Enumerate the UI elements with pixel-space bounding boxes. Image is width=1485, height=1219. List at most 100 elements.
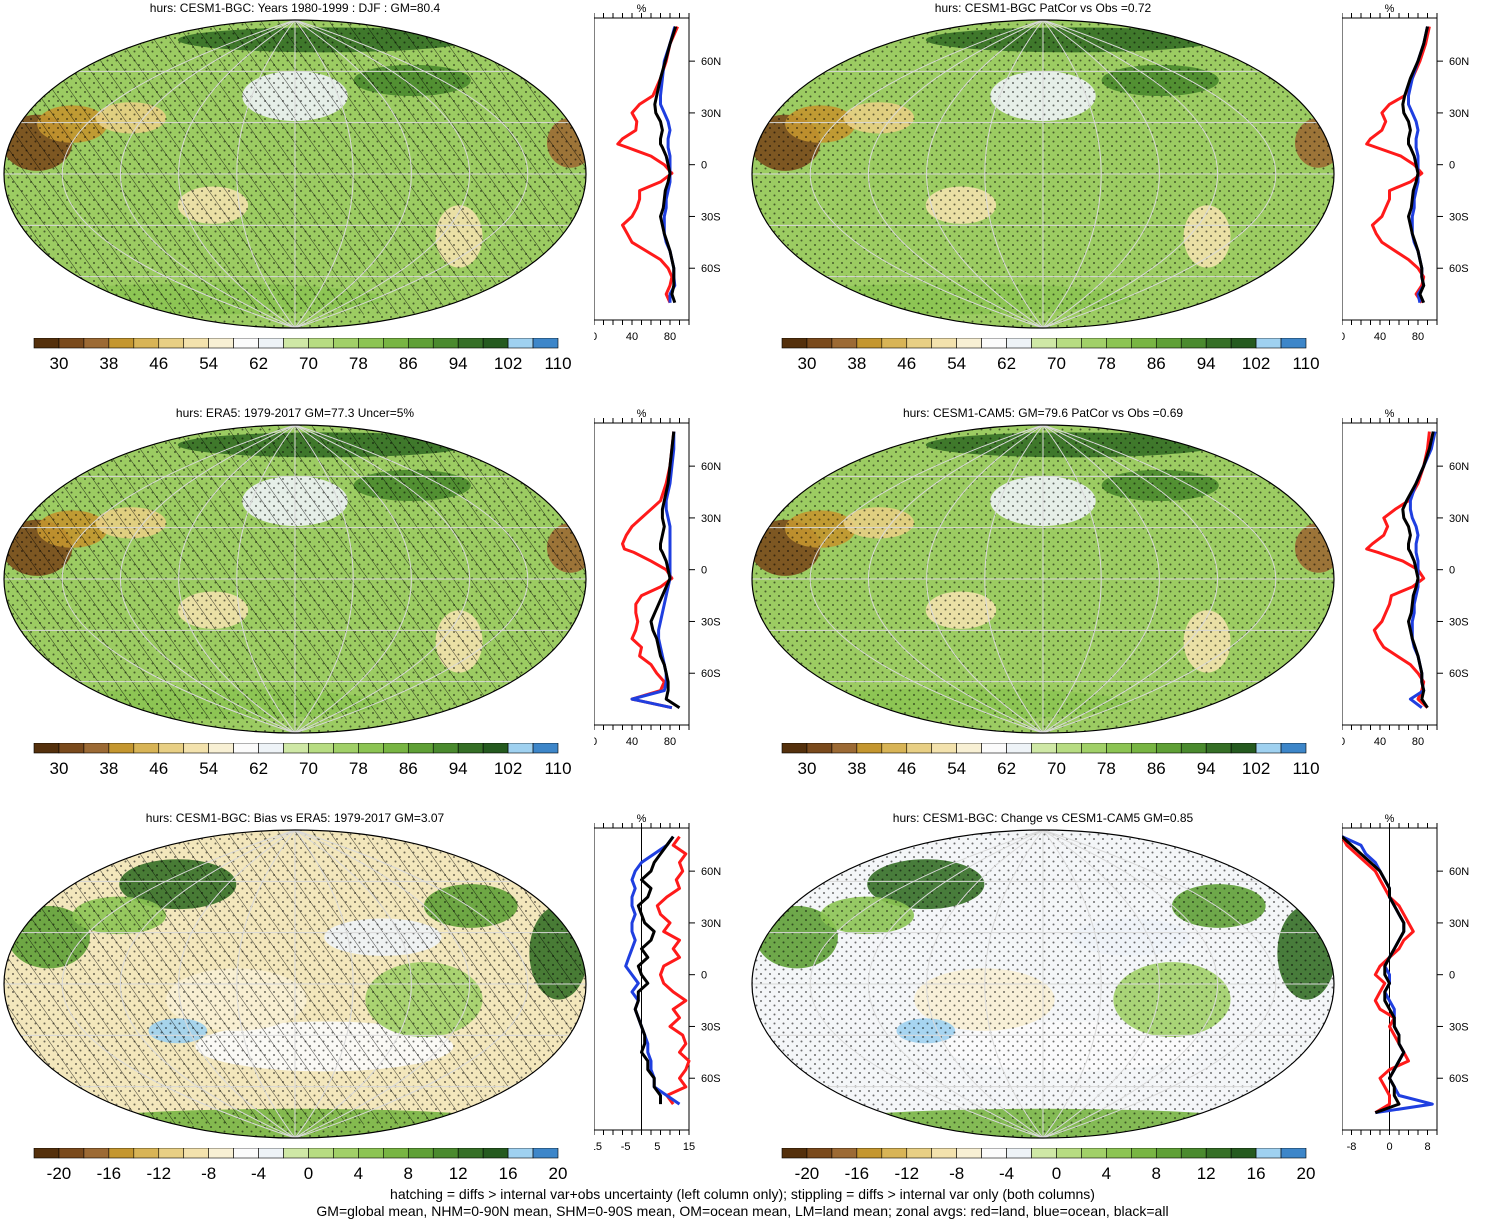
colorbar-box [432,1148,459,1159]
colorbar-label: 102 [494,354,522,373]
colorbar-box [108,1148,135,1159]
colorbar-box [906,338,933,349]
colorbar-label: 30 [49,759,68,778]
colorbar-label: 38 [847,759,866,778]
colorbar-box [981,1148,1007,1159]
colorbar-label: 46 [897,354,916,373]
colorbar-box [831,743,858,754]
colorbar-box [1131,338,1157,349]
colorbar-box [881,743,908,754]
colorbar: -20 -16 -12 -8 -4 0 4 8 12 16 20 [33,1148,567,1183]
zonal-profile-plot: % 0 40 80 60N 30N 0 30S 60S [594,3,721,340]
colorbar-box [831,1148,858,1159]
colorbar-box [258,743,284,754]
colorbar-box [58,1148,85,1159]
colorbar-box [407,1148,434,1159]
graticule [752,425,1334,733]
colorbar-box [333,1148,359,1159]
graticule [4,20,586,328]
map-border [3,829,587,1139]
colorbar-label: 86 [1147,354,1166,373]
colorbar-label: 38 [847,354,866,373]
profile-lat-tick: 0 [701,160,707,172]
colorbar: 30 38 46 54 62 70 78 86 94 102 110 [781,743,1320,778]
colorbar-label: -8 [949,1164,964,1183]
colorbar-box [981,338,1007,349]
colorbar-label: 8 [404,1164,413,1183]
map-border [751,19,1335,329]
colorbar-box [233,338,259,349]
profile-series-all [1401,431,1435,709]
colorbar-box [806,338,833,349]
colorbar-label: 46 [149,354,168,373]
colorbar-box [183,338,209,349]
profile-lat-tick: 30S [1449,616,1469,628]
colorbar-box [1056,743,1082,754]
colorbar-box [931,1148,957,1159]
colorbar-box [1006,338,1032,349]
colorbar-box [856,743,883,754]
colorbar-box [432,743,459,754]
colorbar-box [1031,338,1057,349]
colorbar-box [1155,743,1182,754]
profile-lat-tick: 60S [1449,263,1469,275]
map-title: hurs: CESM1-BGC PatCor vs Obs =0.72 [934,1,1152,15]
colorbar-box [407,338,434,349]
colorbar-box [233,1148,259,1159]
colorbar-label: 62 [997,759,1016,778]
profile-lat-tick: 0 [701,565,707,577]
map-plot [3,424,587,734]
profile-lat-tick: 60N [701,56,721,68]
map-title: hurs: CESM1-BGC: Bias vs ERA5: 1979-2017… [145,811,445,825]
colorbar-box [33,743,60,754]
map-plot [751,829,1335,1139]
colorbar: -20 -16 -12 -8 -4 0 4 8 12 16 20 [781,1148,1315,1183]
colorbar: 30 38 46 54 62 70 78 86 94 102 110 [781,338,1320,373]
colorbar-box [1230,338,1257,349]
colorbar-box [1205,338,1232,349]
profile-lat-tick: 30N [1449,513,1469,525]
colorbar-box [1205,743,1232,754]
colorbar-label: 62 [249,354,268,373]
profile-lat-tick: 60N [701,866,721,878]
profile-lat-tick: 60S [1449,668,1469,680]
colorbar-box [158,338,185,349]
profile-series-all [649,431,681,709]
colorbar-box [183,743,209,754]
colorbar-box [283,1148,309,1159]
colorbar-label: 86 [399,759,418,778]
colorbar-box [358,743,384,754]
profile-series-land [616,25,679,304]
colorbar-label: 102 [494,759,522,778]
colorbar-box [1106,338,1132,349]
colorbar-box [1255,1148,1282,1159]
map-border [751,829,1335,1139]
colorbar-label: 54 [199,354,218,373]
colorbar-label: -4 [999,1164,1014,1183]
colorbar-box [358,1148,384,1159]
colorbar-label: 78 [1097,354,1116,373]
colorbar-box [1131,1148,1157,1159]
colorbar-box [1006,1148,1032,1159]
profile-xtick: 0 [1386,1141,1392,1150]
graticule [752,830,1334,1138]
colorbar-box [58,338,85,349]
profile-unit: % [637,813,647,825]
profile-lat-tick: 0 [1449,565,1455,577]
colorbar-box [1081,338,1107,349]
colorbar-label: 38 [99,354,118,373]
colorbar-box [507,1148,534,1159]
colorbar-label: 110 [544,354,571,373]
profile-lat-tick: 60S [701,263,721,275]
profile-unit: % [637,408,647,420]
colorbar-box [881,1148,908,1159]
profile-lat-tick: 0 [701,970,707,982]
colorbar-box [158,1148,185,1159]
colorbar-label: 94 [1197,759,1216,778]
profile-xtick: 40 [626,736,638,745]
zonal-profile-plot: % 0 40 80 60N 30N 0 30S 60S [1342,3,1469,340]
profile-lat-tick: 60N [1449,56,1469,68]
colorbar: 30 38 46 54 62 70 78 86 94 102 110 [33,743,572,778]
colorbar-label: 102 [1242,354,1270,373]
colorbar-label: -4 [251,1164,266,1183]
